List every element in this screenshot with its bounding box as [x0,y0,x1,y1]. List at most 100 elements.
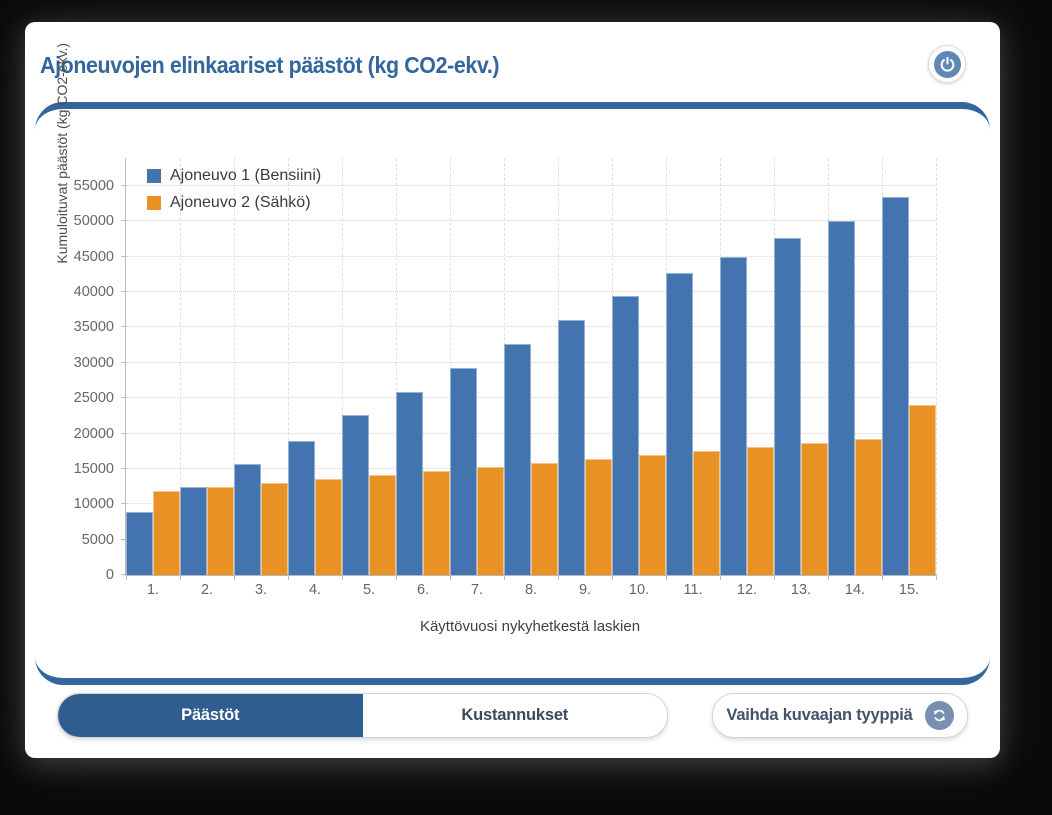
x-tick-mark [936,575,937,580]
panel-top-border [35,102,990,133]
change-chart-type-icon [924,701,954,730]
bar-series2-year-3[interactable] [261,483,288,575]
x-tick-mark [126,575,127,580]
x-tick-label: 2. [200,582,214,598]
x-tick-label: 3. [254,582,268,598]
bar-series2-year-12[interactable] [747,446,774,575]
bar-series1-year-4[interactable] [288,440,315,575]
bar-series2-year-7[interactable] [477,466,504,575]
y-tick-mark [121,185,126,186]
x-tick-mark [828,575,829,580]
y-tick-label: 0 [105,567,114,583]
y-tick-mark [121,503,126,505]
x-tick-label: 6. [416,582,430,598]
x-tick-label: 7. [470,582,484,598]
y-tick-label: 45000 [73,248,114,265]
bar-series1-year-13[interactable] [774,237,801,575]
h-gridline [126,220,936,222]
y-tick-label: 25000 [73,390,114,407]
v-gridline [342,158,343,575]
h-gridline [126,291,936,293]
v-gridline [288,158,289,575]
bar-series2-year-6[interactable] [423,471,450,575]
bar-series1-year-1[interactable] [126,512,153,575]
v-gridline [936,158,937,575]
x-tick-mark [720,575,721,580]
bar-series1-year-2[interactable] [180,487,207,575]
bar-series1-year-6[interactable] [396,391,423,575]
x-tick-label: 8. [524,582,538,598]
bar-series2-year-8[interactable] [531,463,558,575]
series1-swatch-icon [147,168,161,183]
plot-area: 0 5000 10000 15000 20000 25000 30000 35000 40000… [74,158,937,598]
bar-series1-year-14[interactable] [828,220,855,575]
legend-item-series1[interactable]: Ajoneuvo 1 (Bensiini) [147,162,321,189]
footer-toolbar: Päästöt Kustannukset Vaihda kuvaajan tyy… [25,690,1000,738]
x-tick-mark [882,575,883,580]
legend-label: Ajoneuvo 1 (Bensiini) [170,166,322,184]
bar-series1-year-10[interactable] [612,296,639,575]
bar-series2-year-1[interactable] [153,490,180,575]
x-tick-label: 10. [628,582,650,598]
bar-series1-year-12[interactable] [720,256,747,575]
y-axis-title: Kumuloituvat päästöt (kg CO2-ekv.) [54,42,70,264]
bar-series2-year-14[interactable] [855,439,882,575]
y-tick-mark [121,291,126,293]
x-tick-label: 13. [790,582,812,598]
y-tick-label: 35000 [73,319,114,336]
y-tick-label: 15000 [73,460,114,477]
tab-kustannukset[interactable]: Kustannukset [362,694,667,737]
y-tick-mark [121,432,126,434]
y-tick-mark [121,574,126,575]
x-tick-mark [234,575,235,580]
x-tick-label: 15. [898,582,920,598]
x-tick-mark [180,575,181,580]
bar-series1-year-9[interactable] [558,320,585,575]
bar-series1-year-5[interactable] [342,415,369,575]
y-tick-mark [121,397,126,399]
chart-legend: Ajoneuvo 1 (Bensiini) Ajoneuvo 2 (Sähkö) [147,162,321,216]
y-tick-label: 40000 [73,284,114,301]
x-tick-mark [450,575,451,580]
bar-series1-year-3[interactable] [234,463,261,575]
v-gridline [450,158,451,575]
x-tick-mark [396,575,397,580]
x-tick-label: 1. [146,582,160,598]
bar-series2-year-2[interactable] [207,486,234,575]
bar-series2-year-9[interactable] [585,459,612,575]
h-gridline [126,397,936,399]
v-gridline [234,158,235,575]
app-window: Ajoneuvojen elinkaariset päästöt (kg CO2… [25,22,1000,758]
bar-series2-year-5[interactable] [369,475,396,575]
power-button[interactable] [928,45,966,83]
x-tick-label: 12. [736,582,758,598]
page-title: Ajoneuvojen elinkaariset päästöt (kg CO2… [40,52,500,78]
y-tick-mark [121,326,126,328]
titlebar: Ajoneuvojen elinkaariset päästöt (kg CO2… [25,22,1000,102]
bar-series2-year-13[interactable] [801,443,828,575]
change-chart-type-label: Vaihda kuvaajan tyyppiä [726,706,913,724]
bar-series1-year-7[interactable] [450,367,477,575]
x-tick-mark [612,575,613,580]
tab-paastot[interactable]: Päästöt [58,694,363,737]
x-tick-label: 11. [683,582,703,598]
h-gridline [126,326,936,328]
bar-series2-year-15[interactable] [909,405,936,575]
x-tick-mark [558,575,559,580]
bar-series2-year-10[interactable] [639,454,666,575]
bar-series2-year-11[interactable] [693,451,720,575]
y-tick-mark [121,361,126,363]
bar-series1-year-11[interactable] [666,273,693,575]
h-gridline [126,432,936,434]
legend-item-series2[interactable]: Ajoneuvo 2 (Sähkö) [147,189,321,216]
x-tick-mark [504,575,505,580]
x-tick-label: 14. [844,582,866,598]
h-gridline [126,255,936,257]
x-tick-label: 5. [362,582,376,598]
bar-series1-year-15[interactable] [882,196,909,575]
change-chart-type-button[interactable]: Vaihda kuvaajan tyyppiä [712,693,968,738]
bar-series2-year-4[interactable] [315,478,342,575]
bar-series1-year-8[interactable] [504,344,531,575]
y-tick-mark [121,255,126,257]
y-tick-label: 50000 [73,213,114,230]
